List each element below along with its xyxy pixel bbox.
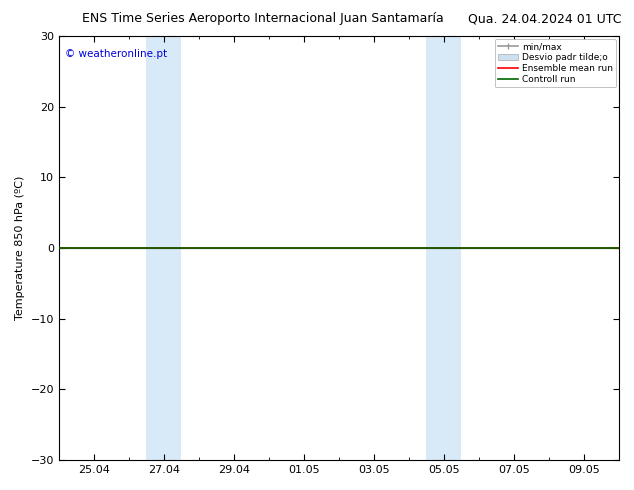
- Text: © weatheronline.pt: © weatheronline.pt: [65, 49, 167, 59]
- Text: Qua. 24.04.2024 01 UTC: Qua. 24.04.2024 01 UTC: [468, 12, 621, 25]
- Legend: min/max, Desvio padr tilde;o, Ensemble mean run, Controll run: min/max, Desvio padr tilde;o, Ensemble m…: [495, 39, 616, 88]
- Bar: [146, 36, 181, 460]
- Y-axis label: Temperature 850 hPa (ºC): Temperature 850 hPa (ºC): [15, 176, 25, 320]
- Bar: [427, 36, 462, 460]
- Text: ENS Time Series Aeroporto Internacional Juan Santamaría: ENS Time Series Aeroporto Internacional …: [82, 12, 444, 25]
